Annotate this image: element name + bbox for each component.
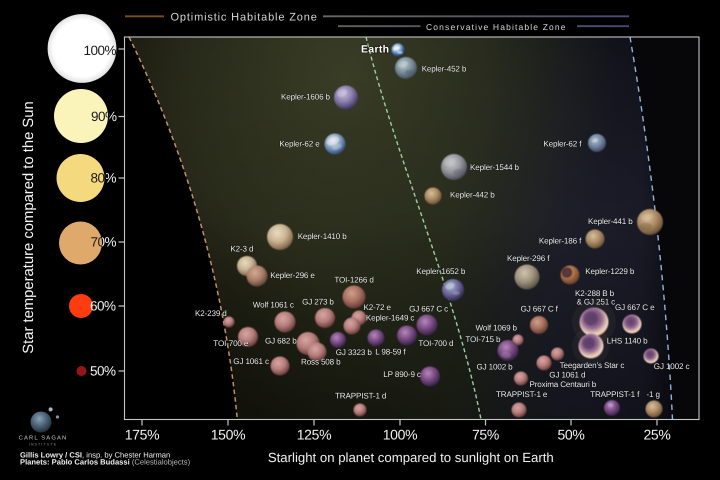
- svg-text:LP 890-9 c: LP 890-9 c: [383, 370, 421, 379]
- svg-text:Kepler-1544 b: Kepler-1544 b: [470, 163, 520, 172]
- svg-text:Kepler-1649 c: Kepler-1649 c: [366, 314, 415, 323]
- svg-text:100%: 100%: [383, 427, 418, 443]
- svg-text:Kepler-296 f: Kepler-296 f: [507, 254, 550, 263]
- svg-text:80%: 80%: [90, 171, 116, 186]
- svg-text:TOI-700 e: TOI-700 e: [213, 339, 249, 348]
- svg-text:Kepler-1606 b: Kepler-1606 b: [281, 93, 331, 102]
- svg-text:Wolf 1061 c: Wolf 1061 c: [253, 301, 294, 310]
- svg-text:Kepler-1652 b: Kepler-1652 b: [416, 267, 466, 276]
- svg-text:Kepler-1410 b: Kepler-1410 b: [298, 232, 348, 241]
- svg-text:Gillis Lowry / CSI, insp. by C: Gillis Lowry / CSI, insp. by Chester Har…: [20, 450, 170, 459]
- svg-text:TRAPPIST-1 d: TRAPPIST-1 d: [335, 392, 386, 401]
- svg-text:Teegarden’s Star c: Teegarden’s Star c: [560, 361, 625, 370]
- svg-text:90%: 90%: [91, 109, 117, 124]
- svg-text:K2-239 d: K2-239 d: [195, 309, 227, 318]
- svg-text:TRAPPIST-1 f: TRAPPIST-1 f: [590, 390, 640, 399]
- svg-text:K2-72 e: K2-72 e: [364, 303, 392, 312]
- svg-text:Kepler-186 f: Kepler-186 f: [539, 237, 582, 246]
- svg-text:60%: 60%: [90, 299, 116, 314]
- svg-text:50%: 50%: [557, 427, 584, 443]
- svg-text:K2-288 B b: K2-288 B b: [575, 289, 615, 298]
- svg-text:GJ 682 b: GJ 682 b: [265, 337, 297, 346]
- svg-text:Starlight on planet compared t: Starlight on planet compared to sunlight…: [268, 450, 554, 465]
- svg-text:Earth: Earth: [361, 44, 389, 56]
- svg-text:TRAPPIST-1 e: TRAPPIST-1 e: [496, 390, 548, 399]
- svg-text:GJ 1061 c: GJ 1061 c: [233, 357, 269, 366]
- svg-text:GJ 667 C e: GJ 667 C e: [615, 303, 655, 312]
- svg-text:25%: 25%: [643, 427, 670, 443]
- svg-text:175%: 175%: [125, 427, 160, 443]
- svg-text:90%: 90%: [91, 109, 117, 124]
- svg-text:Kepler-1229 b: Kepler-1229 b: [585, 267, 635, 276]
- svg-text:Kepler-62 e: Kepler-62 e: [279, 140, 320, 149]
- svg-text:100%: 100%: [83, 43, 116, 58]
- svg-text:Kepler-62 f: Kepler-62 f: [543, 140, 582, 149]
- svg-text:Star temperature compared to t: Star temperature compared to the Sun: [21, 101, 37, 354]
- svg-text:GJ 1061 d: GJ 1061 d: [549, 371, 585, 380]
- svg-text:-1 g: -1 g: [647, 390, 660, 399]
- svg-text:Planets: Pablo Carlos Budassi: Planets: Pablo Carlos Budassi (Celestial…: [20, 458, 191, 467]
- svg-text:GJ 667 C c: GJ 667 C c: [409, 305, 448, 314]
- svg-text:INSTITUTE: INSTITUTE: [29, 443, 57, 447]
- svg-text:GJ 1002 b: GJ 1002 b: [477, 363, 514, 372]
- svg-text:CARL SAGAN: CARL SAGAN: [19, 435, 68, 442]
- svg-text:50%: 50%: [90, 364, 116, 379]
- svg-text:Kepler-296 e: Kepler-296 e: [270, 271, 315, 280]
- svg-text:GJ 667 C f: GJ 667 C f: [521, 305, 559, 314]
- svg-text:K2-3 d: K2-3 d: [230, 245, 253, 254]
- svg-text:TOI-715 b: TOI-715 b: [465, 335, 501, 344]
- svg-text:GJ 3323 b: GJ 3323 b: [336, 348, 373, 357]
- svg-text:70%: 70%: [90, 235, 116, 250]
- svg-text:GJ 273 b: GJ 273 b: [302, 298, 334, 307]
- svg-text:GJ 1002 c: GJ 1002 c: [654, 362, 690, 371]
- svg-text:125%: 125%: [297, 427, 332, 443]
- svg-text:Optimistic Habitable Zone: Optimistic Habitable Zone: [171, 11, 318, 23]
- svg-text:TOI-1266 d: TOI-1266 d: [334, 276, 373, 285]
- svg-text:LHS 1140 b: LHS 1140 b: [607, 337, 648, 346]
- svg-text:Kepler-441 b: Kepler-441 b: [588, 217, 633, 226]
- svg-text:Kepler-442 b: Kepler-442 b: [450, 191, 495, 200]
- svg-text:Wolf 1069 b: Wolf 1069 b: [476, 324, 518, 333]
- svg-text:70%: 70%: [90, 235, 116, 250]
- svg-text:L 98-59 f: L 98-59 f: [375, 348, 406, 357]
- svg-text:& GJ 251 c: & GJ 251 c: [577, 298, 616, 307]
- svg-text:Ross 508 b: Ross 508 b: [301, 358, 341, 367]
- svg-text:Proxima Centauri b: Proxima Centauri b: [530, 380, 597, 389]
- svg-text:TOI-700 d: TOI-700 d: [418, 339, 453, 348]
- svg-text:150%: 150%: [211, 427, 246, 443]
- svg-text:75%: 75%: [472, 427, 499, 443]
- svg-text:Kepler-452 b: Kepler-452 b: [422, 65, 467, 74]
- svg-text:80%: 80%: [90, 171, 116, 186]
- svg-text:Conservative Habitable Zone: Conservative Habitable Zone: [426, 22, 567, 32]
